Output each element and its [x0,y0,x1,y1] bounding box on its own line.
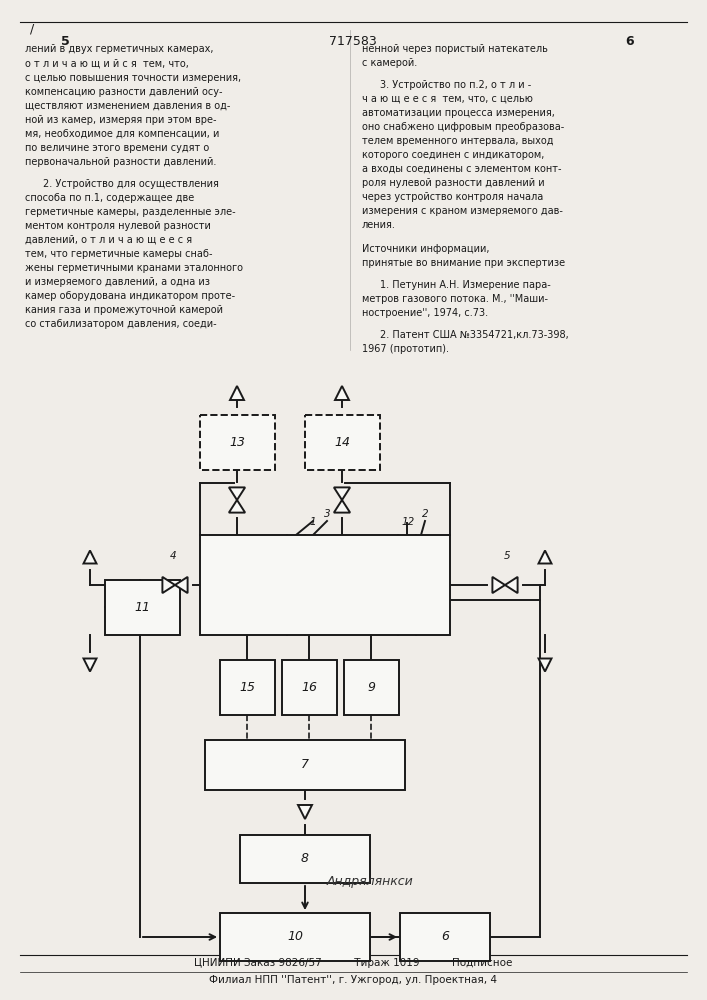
Text: 10: 10 [287,930,303,944]
Text: с камерой.: с камерой. [362,58,417,68]
Text: роля нулевой разности давлений и: роля нулевой разности давлений и [362,178,544,188]
Text: со стабилизатором давления, соеди-: со стабилизатором давления, соеди- [25,319,216,329]
Polygon shape [539,658,551,672]
Polygon shape [334,500,350,513]
Text: 13: 13 [230,436,245,449]
Polygon shape [335,386,349,400]
Text: жены герметичными кранами эталонного: жены герметичными кранами эталонного [25,263,243,273]
Text: 16: 16 [301,681,317,694]
Text: 5: 5 [61,35,69,48]
Bar [240,835,370,883]
Polygon shape [83,658,96,672]
Text: ностроение'', 1974, с.73.: ностроение'', 1974, с.73. [362,308,488,318]
Text: ЦНИИПИ Заказ 9826/57          Тираж 1019          Подписное: ЦНИИПИ Заказ 9826/57 Тираж 1019 Подписно… [194,958,512,968]
Text: камер оборудована индикатором проте-: камер оборудована индикатором проте- [25,291,235,301]
Text: автоматизации процесса измерения,: автоматизации процесса измерения, [362,108,555,118]
Text: оно снабжено цифровым преобразова-: оно снабжено цифровым преобразова- [362,122,564,132]
Text: 2: 2 [422,509,428,519]
Text: Источники информации,: Источники информации, [362,244,489,254]
Bar [305,415,380,470]
Text: по величине этого времени судят о: по величине этого времени судят о [25,143,209,153]
Text: 6: 6 [626,35,634,48]
Text: 11: 11 [134,601,151,614]
Polygon shape [334,487,350,500]
Text: через устройство контроля начала: через устройство контроля начала [362,192,543,202]
Text: ной из камер, измеряя при этом вре-: ной из камер, измеряя при этом вре- [25,115,216,125]
Text: 3: 3 [324,509,331,519]
Text: 717583: 717583 [329,35,377,48]
Bar [220,913,370,961]
Polygon shape [492,577,505,593]
Text: 7: 7 [301,758,309,772]
Text: 5: 5 [503,551,510,561]
Text: и измеряемого давлений, а одна из: и измеряемого давлений, а одна из [25,277,210,287]
Bar [400,913,490,961]
Text: компенсацию разности давлений осу-: компенсацию разности давлений осу- [25,87,223,97]
Text: 2. Патент США №3354721,кл.73-398,: 2. Патент США №3354721,кл.73-398, [380,330,568,340]
Polygon shape [298,805,312,819]
Text: 8: 8 [301,852,309,865]
Text: о т л и ч а ю щ и й с я  тем, что,: о т л и ч а ю щ и й с я тем, что, [25,59,189,69]
Text: 1. Петунин А.Н. Измерение пара-: 1. Петунин А.Н. Измерение пара- [380,280,551,290]
Polygon shape [83,550,96,564]
Text: 3. Устройство по п.2, о т л и -: 3. Устройство по п.2, о т л и - [380,80,531,90]
Text: лений в двух герметичных камерах,: лений в двух герметичных камерах, [25,44,214,54]
Text: принятые во внимание при экспертизе: принятые во внимание при экспертизе [362,258,565,268]
Text: 1967 (прототип).: 1967 (прототип). [362,344,449,354]
Polygon shape [505,577,518,593]
Polygon shape [539,550,551,564]
Bar [220,660,275,715]
Text: кания газа и промежуточной камерой: кания газа и промежуточной камерой [25,305,223,315]
Text: метров газового потока. М., ''Маши-: метров газового потока. М., ''Маши- [362,294,548,304]
Bar [200,535,450,635]
Text: 9: 9 [368,681,375,694]
Text: 1: 1 [310,517,317,527]
Text: с целью повышения точности измерения,: с целью повышения точности измерения, [25,73,241,83]
Text: 6: 6 [441,930,449,944]
Bar [205,740,405,790]
Text: ментом контроля нулевой разности: ментом контроля нулевой разности [25,221,211,231]
Bar [282,660,337,715]
Polygon shape [175,577,187,593]
Bar [344,660,399,715]
Text: 14: 14 [334,436,351,449]
Polygon shape [229,500,245,513]
Text: телем временного интервала, выход: телем временного интервала, выход [362,136,554,146]
Text: ч а ю щ е е с я  тем, что, с целью: ч а ю щ е е с я тем, что, с целью [362,94,533,104]
Polygon shape [163,577,175,593]
Text: 2. Устройство для осуществления: 2. Устройство для осуществления [43,179,219,189]
Bar [200,415,275,470]
Text: тем, что герметичные камеры снаб-: тем, что герметичные камеры снаб- [25,249,213,259]
Text: ненной через пористый натекатель: ненной через пористый натекатель [362,44,548,54]
Text: которого соединен с индикатором,: которого соединен с индикатором, [362,150,544,160]
Text: способа по п.1, содержащее две: способа по п.1, содержащее две [25,193,194,203]
Text: /: / [30,22,34,35]
Text: 12: 12 [402,517,415,527]
Text: герметичные камеры, разделенные эле-: герметичные камеры, разделенные эле- [25,207,235,217]
Text: мя, необходимое для компенсации, и: мя, необходимое для компенсации, и [25,129,219,139]
Text: измерения с краном измеряемого дав-: измерения с краном измеряемого дав- [362,206,563,216]
Text: первоначальной разности давлений.: первоначальной разности давлений. [25,157,216,167]
Text: давлений, о т л и ч а ю щ е е с я: давлений, о т л и ч а ю щ е е с я [25,235,192,245]
Text: а входы соединены с элементом конт-: а входы соединены с элементом конт- [362,164,561,174]
Text: Андрялянкси: Андрялянкси [327,875,414,888]
Polygon shape [230,386,244,400]
Text: Филиал НПП ''Патент'', г. Ужгород, ул. Проектная, 4: Филиал НПП ''Патент'', г. Ужгород, ул. П… [209,975,497,985]
Text: 15: 15 [240,681,255,694]
Polygon shape [229,487,245,500]
Text: ществляют изменением давления в од-: ществляют изменением давления в од- [25,101,230,111]
Text: 4: 4 [170,551,176,561]
Bar [105,580,180,635]
Text: ления.: ления. [362,220,396,230]
